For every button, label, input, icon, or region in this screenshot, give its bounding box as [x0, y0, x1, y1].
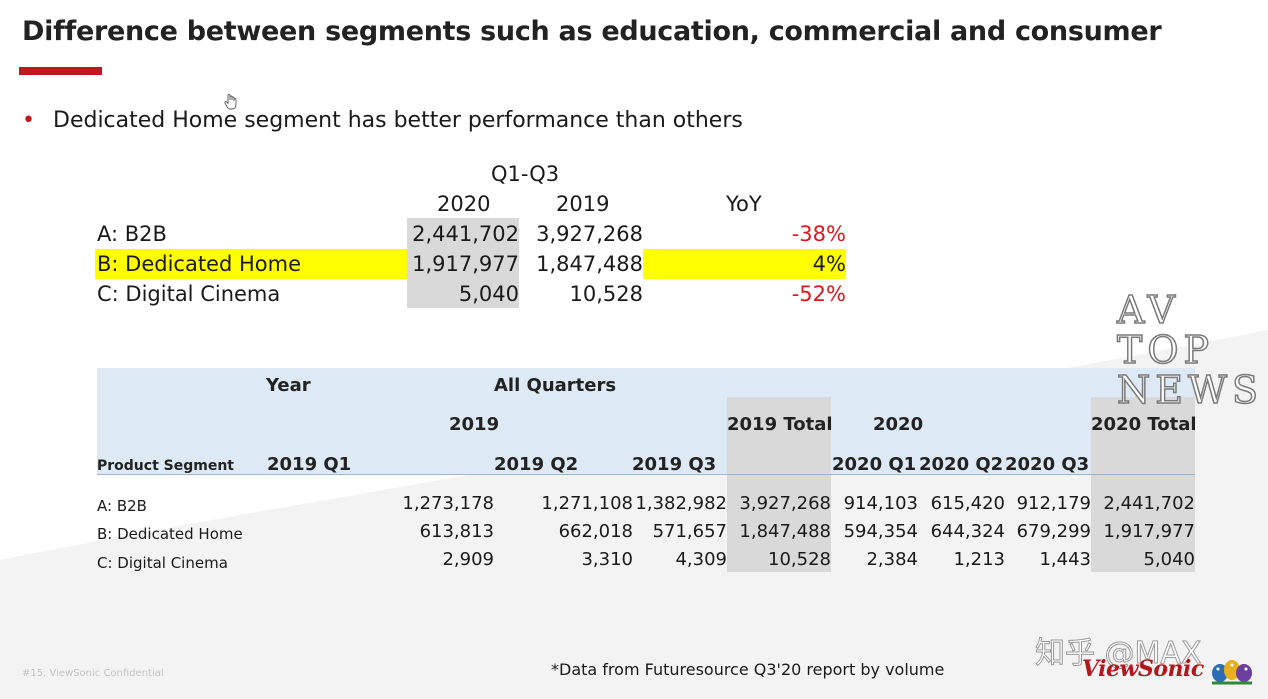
quarter-header: 2020 Q3 — [1005, 454, 1090, 475]
detail-row-label: C: Digital Cinema — [97, 554, 228, 572]
summary-row-yoy: -52% — [791, 282, 846, 306]
highlight-row-label — [95, 249, 407, 279]
viewsonic-logo: ViewSonic — [1082, 656, 1204, 682]
zhihu-watermark: 知乎 @MAX — [1035, 636, 1202, 672]
detail-cell: 3,310 — [581, 549, 633, 570]
detail-cell: 594,354 — [843, 521, 918, 542]
detail-cell: 679,299 — [1016, 521, 1091, 542]
summary-row-yoy: 4% — [812, 252, 846, 276]
summary-2020-column-shade — [407, 218, 519, 308]
summary-row-2020: 2,441,702 — [412, 222, 519, 246]
total-2020-column-shade — [1091, 397, 1195, 572]
quarter-header: 2020 Q2 — [919, 454, 1004, 475]
total-2020-header: 2020 Total — [1091, 414, 1197, 435]
detail-cell: 613,813 — [419, 521, 494, 542]
summary-row-2019: 3,927,268 — [536, 222, 643, 246]
hand-cursor-icon — [224, 94, 237, 110]
year-label: Year — [266, 375, 311, 396]
detail-cell: 3,927,268 — [739, 493, 831, 514]
year-2020-label: 2020 — [873, 414, 924, 435]
detail-cell: 1,382,982 — [635, 493, 727, 514]
summary-header-yoy: YoY — [726, 192, 762, 216]
summary-row-2020: 1,917,977 — [412, 252, 519, 276]
summary-header-2020: 2020 — [437, 192, 491, 216]
summary-row-2019: 1,847,488 — [536, 252, 643, 276]
quarter-header: 2019 Q2 — [494, 454, 579, 475]
total-2019-column-shade — [727, 397, 831, 572]
summary-period: Q1-Q3 — [491, 162, 560, 186]
detail-cell: 615,420 — [930, 493, 1005, 514]
highlight-row-yoy — [643, 249, 846, 279]
detail-cell: 1,273,178 — [402, 493, 494, 514]
quarter-header: 2019 Q1 — [267, 454, 352, 475]
detail-cell: 571,657 — [652, 521, 727, 542]
quarter-header: 2020 Q1 — [832, 454, 917, 475]
summary-header-2019: 2019 — [556, 192, 610, 216]
summary-row-2020: 5,040 — [458, 282, 519, 306]
detail-row-label: A: B2B — [97, 497, 147, 515]
detail-cell: 2,909 — [442, 549, 494, 570]
summary-row-2019: 10,528 — [569, 282, 643, 306]
quarter-header: 2019 Q3 — [632, 454, 717, 475]
detail-cell: 662,018 — [558, 521, 633, 542]
all-quarters-label: All Quarters — [494, 375, 617, 396]
confidential-label: #15, ViewSonic Confidential — [22, 668, 164, 679]
detail-row-label: B: Dedicated Home — [97, 525, 243, 543]
av-top-news-watermark: AV TOP NEWS — [1116, 288, 1264, 412]
detail-cell: 5,040 — [1143, 549, 1195, 570]
summary-row-label: A: B2B — [97, 222, 167, 246]
detail-header-background — [97, 368, 1195, 475]
footnote: *Data from Futuresource Q3'20 report by … — [551, 660, 945, 679]
product-segment-header: Product Segment — [97, 458, 234, 474]
title-accent-bar — [19, 67, 102, 75]
detail-cell: 10,528 — [768, 549, 831, 570]
header-divider — [97, 474, 1195, 475]
detail-cell: 912,179 — [1016, 493, 1091, 514]
detail-cell: 2,384 — [866, 549, 918, 570]
bullet-icon: • — [22, 108, 35, 133]
detail-cell: 1,443 — [1039, 549, 1091, 570]
birds-logo-icon — [1212, 660, 1252, 685]
page-title: Difference between segments such as educ… — [22, 16, 1162, 47]
summary-row-yoy: -38% — [791, 222, 846, 246]
detail-cell: 1,213 — [953, 549, 1005, 570]
detail-cell: 1,271,108 — [541, 493, 633, 514]
year-2019-label: 2019 — [449, 414, 500, 435]
detail-cell: 644,324 — [930, 521, 1005, 542]
detail-cell: 1,847,488 — [739, 521, 831, 542]
detail-cell: 4,309 — [675, 549, 727, 570]
summary-row-label: B: Dedicated Home — [97, 252, 302, 276]
detail-cell: 914,103 — [843, 493, 918, 514]
total-2019-header: 2019 Total — [727, 414, 833, 435]
detail-cell: 1,917,977 — [1103, 521, 1195, 542]
detail-cell: 2,441,702 — [1103, 493, 1195, 514]
summary-row-label: C: Digital Cinema — [97, 282, 281, 306]
bullet-text: Dedicated Home segment has better perfor… — [53, 108, 743, 133]
